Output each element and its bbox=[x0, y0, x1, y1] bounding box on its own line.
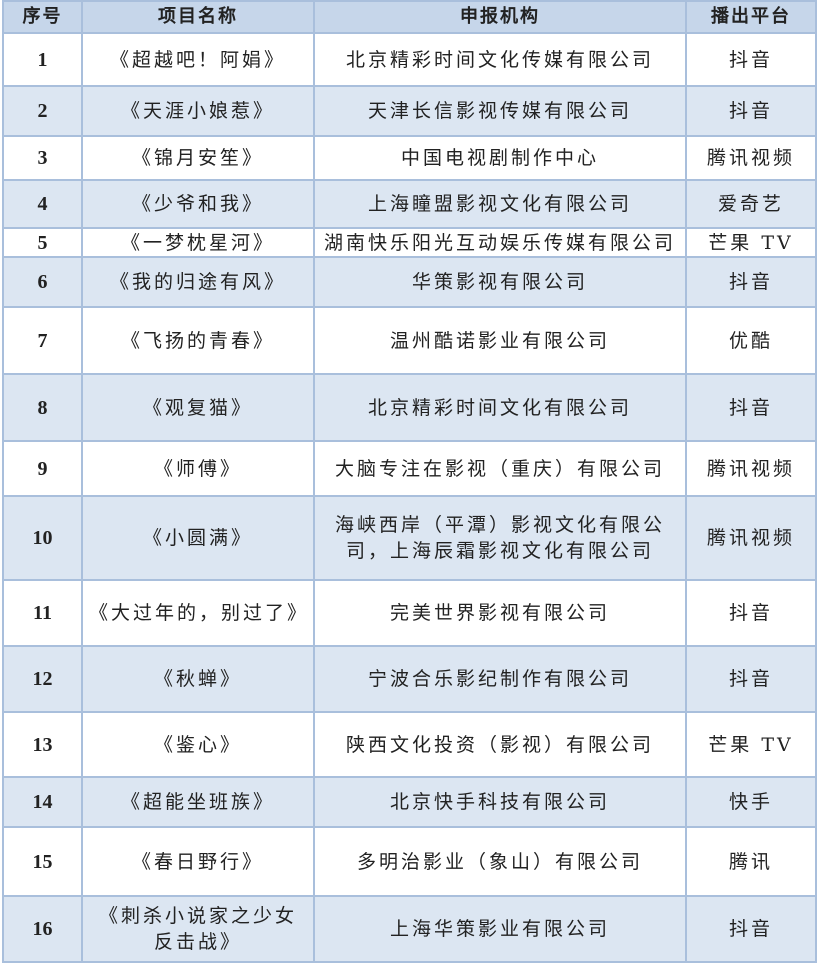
table-row: 11 《大过年的，别过了》 完美世界影视有限公司 抖音 bbox=[2, 579, 817, 647]
cell-name: 《锦月安笙》 bbox=[81, 135, 315, 181]
cell-platform: 芒果 TV bbox=[685, 711, 817, 778]
cell-org: 多明治影业（象山）有限公司 bbox=[313, 826, 687, 897]
cell-name: 《超能坐班族》 bbox=[81, 776, 315, 828]
cell-name: 《秋蝉》 bbox=[81, 645, 315, 713]
cell-no: 2 bbox=[2, 85, 83, 137]
cell-platform: 腾讯视频 bbox=[685, 440, 817, 497]
header-org: 申报机构 bbox=[313, 0, 687, 34]
cell-name: 《师傅》 bbox=[81, 440, 315, 497]
table-row: 13 《鉴心》 陕西文化投资（影视）有限公司 芒果 TV bbox=[2, 711, 817, 778]
header-no: 序号 bbox=[2, 0, 83, 34]
cell-name: 《大过年的，别过了》 bbox=[81, 579, 315, 647]
table-row: 12 《秋蝉》 宁波合乐影纪制作有限公司 抖音 bbox=[2, 645, 817, 713]
cell-name: 《观复猫》 bbox=[81, 373, 315, 442]
cell-org: 上海华策影业有限公司 bbox=[313, 895, 687, 963]
cell-platform: 腾讯视频 bbox=[685, 135, 817, 181]
cell-org: 北京精彩时间文化传媒有限公司 bbox=[313, 32, 687, 87]
cell-org: 北京快手科技有限公司 bbox=[313, 776, 687, 828]
table-row: 4 《少爷和我》 上海瞳盟影视文化有限公司 爱奇艺 bbox=[2, 179, 817, 229]
cell-name: 《飞扬的青春》 bbox=[81, 306, 315, 375]
cell-platform: 腾讯 bbox=[685, 826, 817, 897]
header-name: 项目名称 bbox=[81, 0, 315, 34]
cell-org: 上海瞳盟影视文化有限公司 bbox=[313, 179, 687, 229]
cell-name: 《天涯小娘惹》 bbox=[81, 85, 315, 137]
table-row: 10 《小圆满》 海峡西岸（平潭）影视文化有限公司，上海辰霜影视文化有限公司 腾讯视频 bbox=[2, 495, 817, 581]
cell-org: 北京精彩时间文化有限公司 bbox=[313, 373, 687, 442]
cell-org: 陕西文化投资（影视）有限公司 bbox=[313, 711, 687, 778]
cell-no: 7 bbox=[2, 306, 83, 375]
table-row: 15 《春日野行》 多明治影业（象山）有限公司 腾讯 bbox=[2, 826, 817, 897]
table-row: 2 《天涯小娘惹》 天津长信影视传媒有限公司 抖音 bbox=[2, 85, 817, 137]
header-row: 序号 项目名称 申报机构 播出平台 bbox=[2, 0, 817, 34]
cell-no: 4 bbox=[2, 179, 83, 229]
cell-platform: 抖音 bbox=[685, 32, 817, 87]
cell-no: 9 bbox=[2, 440, 83, 497]
cell-org: 中国电视剧制作中心 bbox=[313, 135, 687, 181]
cell-org: 温州酷诺影业有限公司 bbox=[313, 306, 687, 375]
cell-no: 13 bbox=[2, 711, 83, 778]
cell-no: 15 bbox=[2, 826, 83, 897]
cell-platform: 腾讯视频 bbox=[685, 495, 817, 581]
cell-no: 12 bbox=[2, 645, 83, 713]
cell-platform: 抖音 bbox=[685, 373, 817, 442]
cell-no: 6 bbox=[2, 256, 83, 308]
table-row: 8 《观复猫》 北京精彩时间文化有限公司 抖音 bbox=[2, 373, 817, 442]
cell-platform: 优酷 bbox=[685, 306, 817, 375]
table-row: 7 《飞扬的青春》 温州酷诺影业有限公司 优酷 bbox=[2, 306, 817, 375]
cell-platform: 抖音 bbox=[685, 256, 817, 308]
cell-name: 《鉴心》 bbox=[81, 711, 315, 778]
table-row: 6 《我的归途有风》 华策影视有限公司 抖音 bbox=[2, 256, 817, 308]
cell-name: 《春日野行》 bbox=[81, 826, 315, 897]
cell-org: 天津长信影视传媒有限公司 bbox=[313, 85, 687, 137]
cell-org: 华策影视有限公司 bbox=[313, 256, 687, 308]
cell-no: 8 bbox=[2, 373, 83, 442]
cell-platform: 芒果 TV bbox=[685, 227, 817, 258]
table-row: 16 《刺杀小说家之少女反击战》 上海华策影业有限公司 抖音 bbox=[2, 895, 817, 963]
table-row: 3 《锦月安笙》 中国电视剧制作中心 腾讯视频 bbox=[2, 135, 817, 181]
table-row: 1 《超越吧！阿娟》 北京精彩时间文化传媒有限公司 抖音 bbox=[2, 32, 817, 87]
cell-no: 14 bbox=[2, 776, 83, 828]
cell-platform: 快手 bbox=[685, 776, 817, 828]
cell-no: 1 bbox=[2, 32, 83, 87]
cell-name: 《刺杀小说家之少女反击战》 bbox=[81, 895, 315, 963]
cell-no: 16 bbox=[2, 895, 83, 963]
table-row: 5 《一梦枕星河》 湖南快乐阳光互动娱乐传媒有限公司 芒果 TV bbox=[2, 227, 817, 258]
cell-platform: 抖音 bbox=[685, 579, 817, 647]
cell-platform: 爱奇艺 bbox=[685, 179, 817, 229]
cell-no: 11 bbox=[2, 579, 83, 647]
cell-platform: 抖音 bbox=[685, 895, 817, 963]
project-table: 序号 项目名称 申报机构 播出平台 1 《超越吧！阿娟》 北京精彩时间文化传媒有限公… bbox=[2, 0, 817, 963]
cell-name: 《超越吧！阿娟》 bbox=[81, 32, 315, 87]
cell-platform: 抖音 bbox=[685, 85, 817, 137]
cell-org: 海峡西岸（平潭）影视文化有限公司，上海辰霜影视文化有限公司 bbox=[313, 495, 687, 581]
cell-name: 《我的归途有风》 bbox=[81, 256, 315, 308]
cell-org: 湖南快乐阳光互动娱乐传媒有限公司 bbox=[313, 227, 687, 258]
table-row: 9 《师傅》 大脑专注在影视（重庆）有限公司 腾讯视频 bbox=[2, 440, 817, 497]
cell-org: 完美世界影视有限公司 bbox=[313, 579, 687, 647]
cell-org: 大脑专注在影视（重庆）有限公司 bbox=[313, 440, 687, 497]
cell-name: 《一梦枕星河》 bbox=[81, 227, 315, 258]
table-row: 14 《超能坐班族》 北京快手科技有限公司 快手 bbox=[2, 776, 817, 828]
header-platform: 播出平台 bbox=[685, 0, 817, 34]
cell-no: 5 bbox=[2, 227, 83, 258]
cell-name: 《小圆满》 bbox=[81, 495, 315, 581]
cell-name: 《少爷和我》 bbox=[81, 179, 315, 229]
cell-no: 10 bbox=[2, 495, 83, 581]
cell-platform: 抖音 bbox=[685, 645, 817, 713]
cell-no: 3 bbox=[2, 135, 83, 181]
cell-org: 宁波合乐影纪制作有限公司 bbox=[313, 645, 687, 713]
